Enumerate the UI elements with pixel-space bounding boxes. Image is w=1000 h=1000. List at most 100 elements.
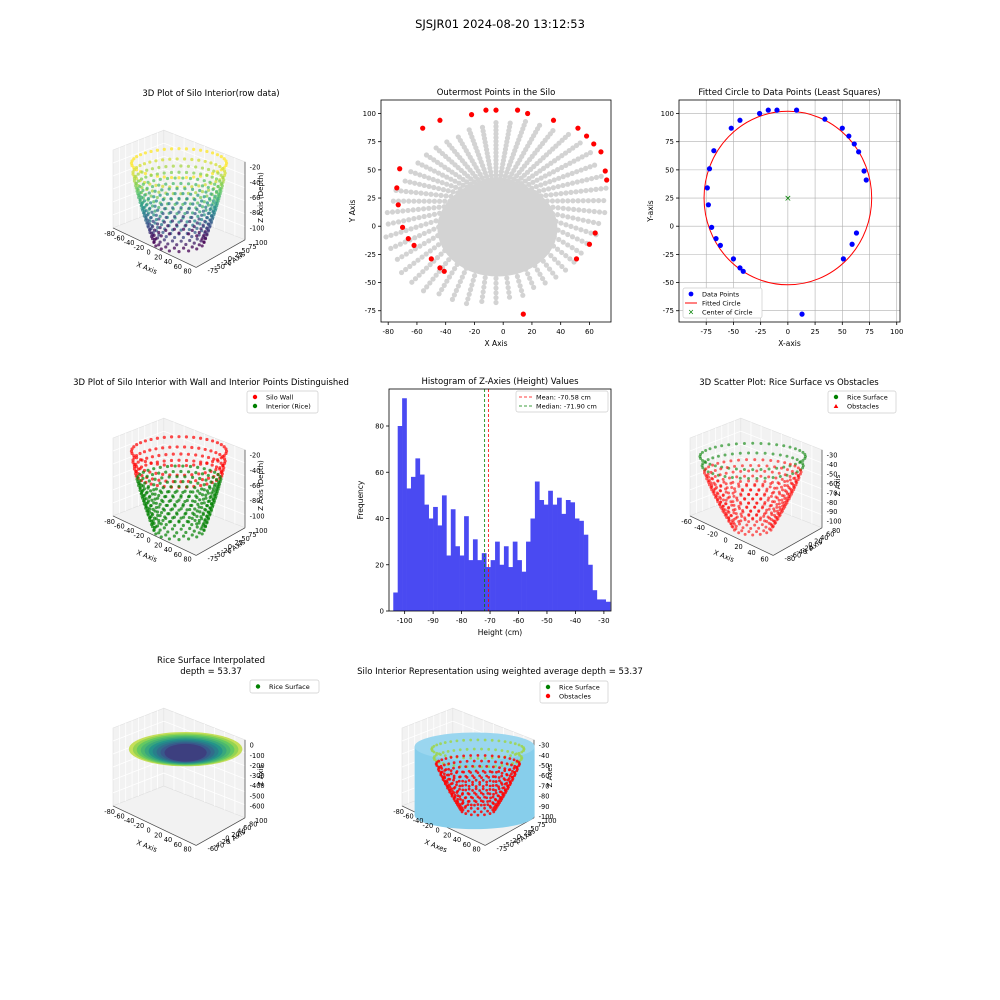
point-cloud-point <box>163 207 167 211</box>
scan-point <box>516 278 522 284</box>
scan-point <box>571 158 577 164</box>
point-cloud-point <box>161 446 165 450</box>
scan-point <box>442 164 448 170</box>
scan-point <box>444 181 450 187</box>
point-cloud-point <box>188 202 193 206</box>
scan-point <box>547 179 553 185</box>
scan-point <box>431 157 437 163</box>
point-cloud-point <box>188 219 192 224</box>
point-cloud-point <box>217 192 221 196</box>
scan-point <box>583 187 589 194</box>
point-cloud-point <box>205 461 209 466</box>
point-cloud-point <box>190 473 194 477</box>
y-axis-line <box>195 817 246 846</box>
point-cloud-point <box>153 189 157 193</box>
point-cloud-point <box>437 752 441 756</box>
point-cloud-point <box>188 464 193 469</box>
point-cloud-point <box>192 175 196 179</box>
point-cloud-point <box>783 483 787 487</box>
point-cloud-point <box>199 172 203 176</box>
point-cloud-point <box>491 801 495 805</box>
data-point <box>861 168 867 174</box>
point-cloud-point <box>757 464 761 468</box>
scan-point <box>580 198 586 204</box>
point-cloud-point <box>494 802 498 806</box>
point-cloud-point <box>773 522 777 526</box>
x-tick-label: 20 <box>443 831 451 839</box>
point-cloud-point <box>483 738 487 742</box>
y-tick-label: 80 <box>375 423 384 431</box>
point-cloud-point <box>221 167 225 171</box>
scan-point <box>506 289 512 296</box>
scan-point <box>408 248 414 255</box>
point-cloud-point <box>183 489 187 493</box>
scan-point <box>493 168 499 175</box>
point-cloud-point <box>186 232 191 236</box>
z-tick-label: -20 <box>250 452 261 460</box>
point-cloud-point <box>732 511 736 515</box>
pane-grid <box>112 194 246 228</box>
point-cloud-point <box>490 738 494 742</box>
scan-point <box>591 162 598 168</box>
point-cloud-point <box>452 791 456 795</box>
point-cloud-point <box>491 765 495 769</box>
point-cloud-point <box>500 761 504 765</box>
x-tick-label: -70 <box>484 617 495 625</box>
point-cloud-point <box>190 516 194 520</box>
point-cloud-point <box>450 787 453 791</box>
point-cloud-point <box>772 507 776 511</box>
y-tick-label: 0 <box>372 223 376 231</box>
point-cloud-point <box>775 505 779 509</box>
point-cloud-point <box>742 441 746 445</box>
point-cloud-point <box>158 513 162 518</box>
point-cloud-point <box>171 452 175 456</box>
x-tick-label: -40 <box>570 617 581 625</box>
x-tick-label: -40 <box>124 527 135 535</box>
point-cloud-point <box>187 206 191 210</box>
legend-label: Rice Surface <box>559 684 600 692</box>
point-cloud-point <box>787 485 791 489</box>
scan-point <box>411 260 417 266</box>
point-cloud-point <box>136 460 140 464</box>
point-cloud-point <box>177 435 181 439</box>
scan-point <box>556 175 562 181</box>
y-axis-line <box>195 527 246 556</box>
point-cloud-point <box>210 491 214 495</box>
legend-marker-rice-surface <box>833 394 839 400</box>
y-tick-label: 0 <box>225 834 229 842</box>
point-cloud-point <box>150 237 155 241</box>
point-cloud-point <box>764 525 768 529</box>
point-cloud-point <box>195 221 199 225</box>
data-point <box>774 107 780 113</box>
point-cloud-point <box>142 206 146 210</box>
point-cloud-point <box>175 201 179 205</box>
z-tick-label: -30 <box>827 452 838 460</box>
scan-point <box>598 173 604 179</box>
scan-point <box>407 263 413 269</box>
z-axis-label: Z Axis (Depth) <box>257 460 265 511</box>
point-cloud-point <box>494 760 497 764</box>
point-cloud-point <box>700 450 704 454</box>
point-cloud-point <box>181 192 185 196</box>
point-cloud-point <box>701 462 705 466</box>
point-cloud-point <box>508 780 512 783</box>
point-cloud-point <box>179 527 183 531</box>
point-cloud-point <box>733 464 737 468</box>
point-cloud-point <box>519 755 523 758</box>
point-cloud-point <box>483 813 486 817</box>
point-cloud-point <box>186 520 191 524</box>
point-cloud-point <box>202 179 206 183</box>
scan-point <box>578 188 584 194</box>
point-cloud-point <box>776 512 780 516</box>
data-point <box>846 133 852 139</box>
point-cloud-point <box>490 754 494 758</box>
z-tick-label: -100 <box>250 512 265 520</box>
point-cloud-point <box>740 529 744 533</box>
point-cloud-point <box>458 784 462 788</box>
scan-point <box>593 186 599 192</box>
point-cloud-point <box>510 772 513 776</box>
point-cloud-point <box>503 756 507 759</box>
point-cloud-point <box>146 501 150 505</box>
scan-point <box>457 278 463 285</box>
point-cloud-point <box>481 792 485 796</box>
